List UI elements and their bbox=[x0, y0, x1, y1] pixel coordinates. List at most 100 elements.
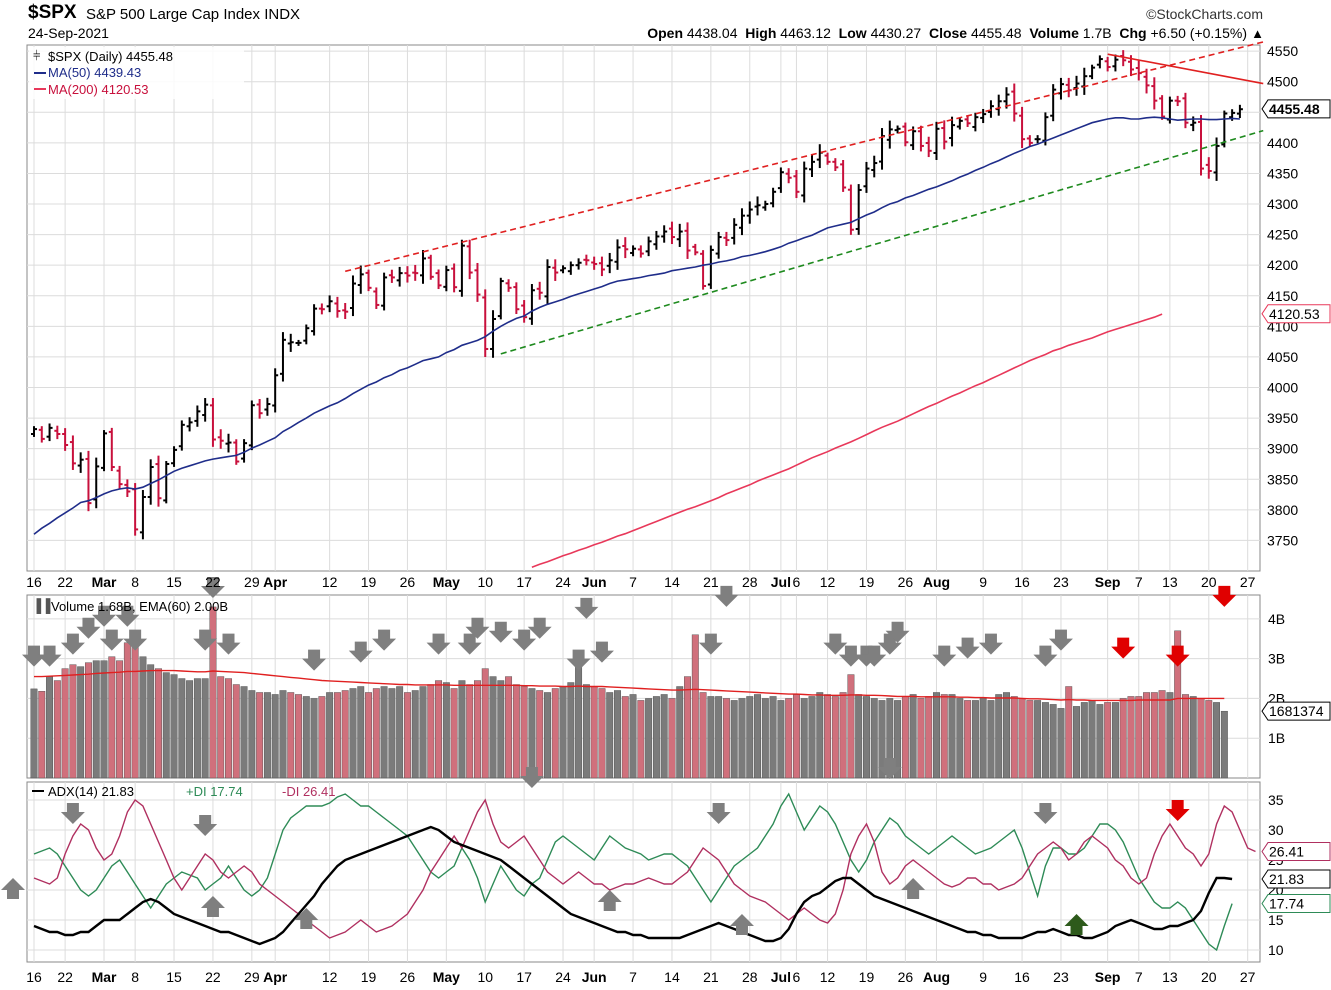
volume-bar bbox=[396, 686, 404, 779]
volume-bar bbox=[995, 694, 1003, 779]
x-tick-label: 21 bbox=[703, 969, 719, 985]
volume-bar bbox=[442, 682, 450, 779]
volume-bar bbox=[839, 692, 847, 779]
x-tick-label: 15 bbox=[166, 574, 182, 590]
adx-tick-label: 35 bbox=[1268, 792, 1284, 808]
x-tick-label: 22 bbox=[57, 969, 73, 985]
x-tick-label: 23 bbox=[1053, 969, 1069, 985]
volume-bar bbox=[544, 692, 551, 779]
volume-last-tag-box bbox=[1261, 701, 1331, 721]
volume-bar bbox=[800, 698, 808, 779]
volume-bar bbox=[123, 642, 131, 779]
x-tick-label: 16 bbox=[1014, 969, 1030, 985]
x-tick-label: 28 bbox=[742, 574, 758, 590]
volume-bar bbox=[1150, 692, 1158, 779]
price-tick-label: 4050 bbox=[1267, 349, 1298, 365]
volume-bar bbox=[69, 664, 77, 779]
volume-bar bbox=[707, 696, 715, 779]
x-tick-label: 19 bbox=[859, 574, 875, 590]
x-tick-label: 20 bbox=[1201, 574, 1217, 590]
volume-bar bbox=[1213, 702, 1220, 779]
volume-gray-down-arrow-icon bbox=[99, 629, 124, 651]
volume-bar bbox=[629, 694, 637, 779]
index-name: S&P 500 Large Cap Index INDX bbox=[86, 6, 300, 23]
ma200-last-tag: 4120.53 bbox=[1269, 306, 1320, 322]
pdi-legend-text: +DI 17.74 bbox=[186, 784, 243, 799]
volume-bar bbox=[201, 678, 209, 779]
x-tick-label: 12 bbox=[322, 969, 338, 985]
volume-bar bbox=[520, 686, 528, 779]
volume-gray-down-arrow-icon bbox=[426, 633, 451, 655]
volume-bar bbox=[435, 680, 443, 779]
volume-bar bbox=[1010, 696, 1018, 779]
pdi-last-tag: 17.74 bbox=[1269, 896, 1304, 912]
volume-gray-down-arrow-icon bbox=[216, 633, 241, 655]
volume-bar bbox=[870, 698, 878, 779]
volume-bar bbox=[53, 680, 61, 779]
volume-bar bbox=[92, 660, 100, 779]
volume-bar bbox=[536, 690, 544, 779]
chg-label: Chg bbox=[1119, 25, 1147, 41]
volume-label: Volume bbox=[1029, 25, 1079, 41]
x-tick-label: 15 bbox=[166, 969, 182, 985]
volume-bar bbox=[1111, 702, 1119, 779]
brand-logo[interactable]: ©StockCharts.com bbox=[1146, 6, 1263, 22]
exchange-label: INDX bbox=[264, 6, 301, 23]
volume-legend-text: Volume 1.68B, EMA(60) 2.00B bbox=[51, 599, 228, 614]
volume-bar bbox=[691, 634, 699, 779]
volume-bar bbox=[30, 688, 38, 779]
x-tick-label: Jun bbox=[582, 574, 607, 590]
trendline-lower-channel bbox=[500, 129, 1264, 355]
price-panel bbox=[26, 44, 1261, 572]
volume-bar bbox=[232, 684, 240, 779]
volume-bar bbox=[318, 696, 326, 779]
volume-layer bbox=[22, 577, 1237, 779]
volume-bar bbox=[746, 696, 754, 779]
x-tick-label: 9 bbox=[979, 574, 987, 590]
x-tick-label: 7 bbox=[1135, 574, 1143, 590]
volume-bar bbox=[365, 692, 372, 779]
volume-bar bbox=[1119, 698, 1127, 779]
price-tick-label: 4350 bbox=[1267, 165, 1298, 181]
adx-layer bbox=[1, 758, 1256, 952]
volume-bar bbox=[419, 686, 427, 779]
volume-bar bbox=[279, 690, 287, 779]
volume-bar bbox=[1034, 700, 1042, 779]
ma200-last-tag-box bbox=[1261, 304, 1331, 324]
volume-bar bbox=[61, 668, 69, 779]
adx-legend-text: ADX(14) 21.83 bbox=[48, 784, 134, 799]
volume-gray-down-arrow-icon bbox=[838, 645, 863, 667]
volume-bar bbox=[785, 698, 793, 779]
volume-bar bbox=[1143, 692, 1150, 779]
volume-bar bbox=[1003, 692, 1010, 779]
volume-bar bbox=[878, 700, 886, 779]
volume-bar bbox=[863, 696, 870, 779]
volume-bar bbox=[178, 678, 186, 779]
x-tick-label: Sep bbox=[1095, 574, 1121, 590]
volume-bar bbox=[1127, 696, 1135, 779]
x-tick-label: 12 bbox=[820, 969, 836, 985]
volume-bar bbox=[193, 678, 201, 779]
volume-bar bbox=[411, 690, 419, 779]
volume-bar bbox=[847, 674, 855, 779]
volume-bar bbox=[590, 686, 598, 779]
x-tick-label: 8 bbox=[131, 969, 139, 985]
ma50-legend-text: MA(50) 4439.43 bbox=[48, 65, 141, 80]
price-tick-label: 3850 bbox=[1267, 471, 1298, 487]
volume-bar bbox=[287, 692, 295, 779]
x-tick-label: 27 bbox=[1240, 574, 1256, 590]
adx-gray-down-arrow-icon bbox=[60, 803, 85, 824]
x-tick-label: 24 bbox=[555, 574, 571, 590]
volume-bar bbox=[380, 686, 388, 779]
adx-tick-label: 10 bbox=[1268, 942, 1284, 958]
adx-red-down-arrow-icon bbox=[1165, 800, 1190, 821]
volume-bar bbox=[925, 696, 933, 779]
x-tick-label: 22 bbox=[57, 574, 73, 590]
volume-gray-down-arrow-icon bbox=[76, 617, 101, 639]
x-tick-label: 26 bbox=[898, 969, 914, 985]
adx-last-tag: 21.83 bbox=[1269, 871, 1304, 887]
volume-bar bbox=[271, 694, 279, 779]
volume-bar bbox=[582, 684, 590, 779]
x-tick-label: Aug bbox=[923, 574, 950, 590]
